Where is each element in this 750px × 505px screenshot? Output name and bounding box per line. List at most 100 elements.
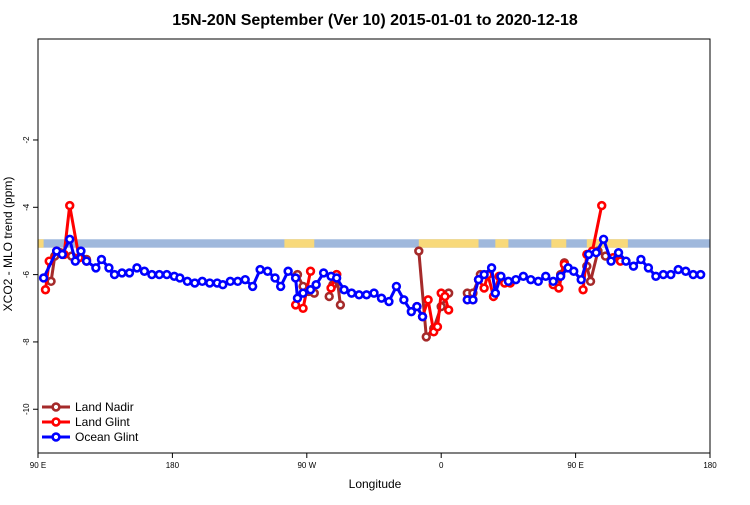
data-point: [346, 288, 357, 298]
data-point: [399, 295, 409, 305]
data-point: [247, 281, 258, 292]
y-tick-label: -8: [22, 338, 31, 346]
data-point: [326, 283, 336, 293]
x-tick-label: 90 W: [297, 461, 316, 470]
x-tick-label: 90 E: [567, 461, 583, 470]
data-point: [518, 271, 529, 281]
data-point: [132, 263, 142, 273]
data-point: [318, 268, 329, 278]
data-point: [40, 285, 51, 295]
data-point: [197, 276, 207, 287]
data-point: [473, 274, 484, 285]
series-land-nadir: [46, 246, 626, 342]
data-point: [486, 263, 497, 273]
plot-frame: [37, 38, 711, 454]
data-point: [628, 261, 639, 271]
axes: 90 E 180 90 W 0 90 E 180 -10 -8 -6 -4 -2: [22, 136, 717, 470]
land-band-segment: [284, 239, 315, 248]
data-point: [76, 246, 86, 256]
series-ocean-glint: [38, 234, 706, 322]
data-point: [569, 266, 579, 276]
data-point: [335, 300, 346, 310]
data-point: [283, 266, 293, 276]
data-point: [621, 256, 631, 266]
data-point: [154, 269, 165, 280]
y-tick-label: -6: [22, 271, 31, 279]
legend-marker: [51, 402, 61, 412]
data-point: [81, 256, 92, 266]
data-point: [305, 266, 316, 276]
data-point: [576, 274, 586, 285]
y-tick-label: -2: [22, 136, 31, 144]
data-point: [104, 263, 114, 273]
data-point: [384, 296, 394, 307]
data-point: [331, 273, 342, 283]
data-point: [305, 285, 316, 295]
data-point: [613, 248, 624, 258]
data-point: [440, 291, 450, 302]
data-point: [70, 256, 81, 266]
data-point: [423, 295, 433, 305]
data-point: [354, 290, 364, 300]
land-band-segment: [418, 239, 479, 248]
data-point: [597, 200, 607, 211]
legend-marker: [51, 417, 61, 427]
data-point: [443, 305, 454, 315]
surface-band: [38, 239, 710, 248]
data-point: [533, 276, 543, 287]
data-point: [311, 280, 321, 290]
data-point: [117, 268, 127, 278]
legend-label: Land Glint: [75, 415, 130, 429]
data-point: [175, 273, 185, 283]
data-point: [46, 276, 56, 287]
data-point: [109, 269, 120, 280]
data-point: [479, 269, 489, 280]
data-point: [695, 269, 706, 280]
ocean-band: [38, 239, 710, 248]
legend-label: Land Nadir: [75, 400, 134, 414]
y-tick-label: -10: [22, 403, 31, 415]
data-point: [182, 276, 193, 287]
data-point: [541, 271, 551, 281]
data-point: [292, 293, 303, 303]
data-point: [673, 264, 683, 275]
x-tick-label: 0: [439, 461, 444, 470]
data-point: [511, 274, 521, 285]
data-point: [666, 269, 676, 280]
data-point: [548, 276, 558, 287]
data-point: [324, 291, 334, 302]
data-point: [240, 274, 250, 285]
legend-label: Ocean Glint: [75, 430, 139, 444]
land-band-segment: [551, 239, 567, 248]
data-point: [391, 281, 402, 292]
data-point: [361, 290, 372, 300]
data-point: [554, 283, 564, 293]
data-point: [65, 200, 75, 211]
data-point: [298, 288, 308, 298]
x-tick-label: 180: [703, 461, 717, 470]
data-point: [421, 332, 431, 342]
data-point: [468, 295, 478, 305]
data-point: [414, 246, 424, 256]
land-band-segment: [38, 239, 44, 248]
chart-title: 15N-20N September (Ver 10) 2015-01-01 to…: [172, 12, 578, 29]
data-point: [190, 278, 200, 288]
data-point: [643, 263, 654, 273]
y-tick-label: -4: [22, 203, 31, 211]
data-point: [270, 273, 280, 283]
x-tick-label: 180: [166, 461, 180, 470]
data-point: [139, 266, 150, 276]
land-band-segment: [495, 239, 509, 248]
data-point: [290, 273, 301, 283]
data-point: [555, 271, 566, 281]
data-point: [65, 234, 75, 244]
data-point: [91, 263, 101, 273]
data-point: [598, 234, 609, 244]
data-point: [255, 264, 265, 275]
data-point: [205, 278, 215, 288]
data-point: [688, 269, 698, 280]
data-point: [479, 283, 489, 293]
data-point: [591, 248, 601, 258]
